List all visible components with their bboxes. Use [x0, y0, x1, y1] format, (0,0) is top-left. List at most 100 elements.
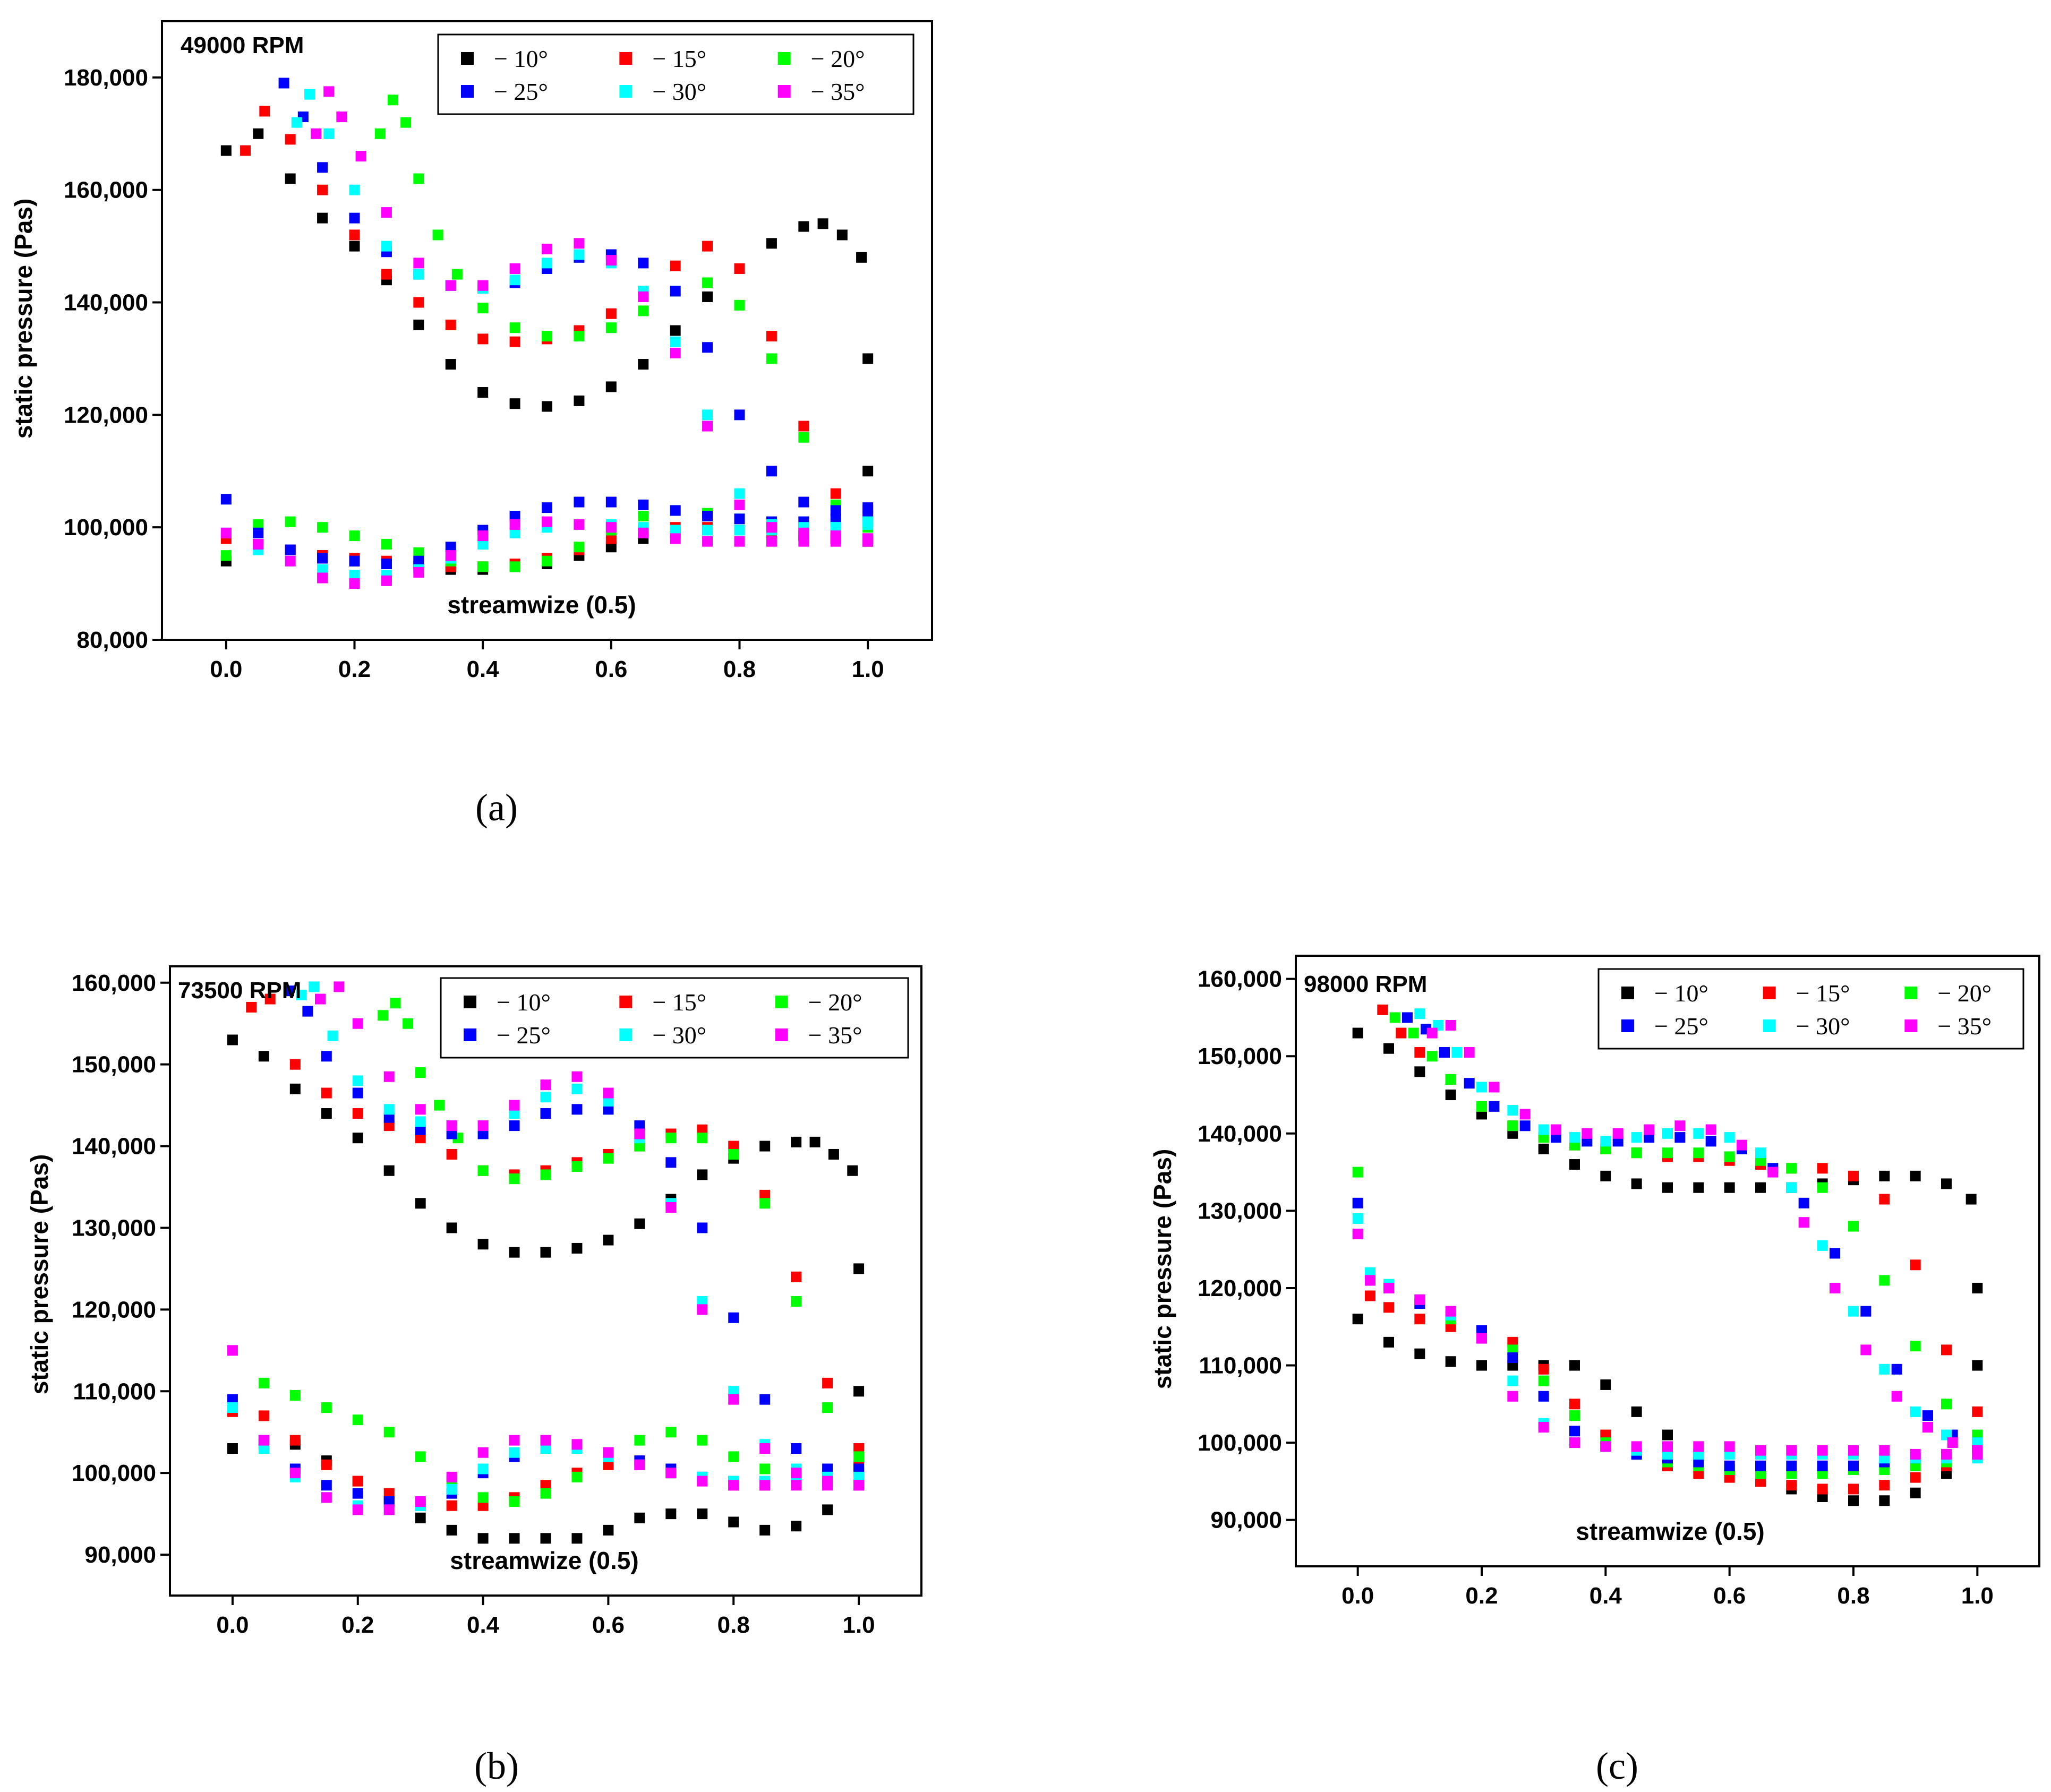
data-point [1352, 1314, 1363, 1325]
data-point [509, 511, 520, 521]
data-point [509, 1435, 520, 1446]
data-point [445, 542, 456, 553]
data-point [670, 347, 681, 358]
data-point [542, 401, 552, 412]
data-point [381, 207, 392, 218]
data-point [1817, 1182, 1828, 1193]
data-point [445, 280, 456, 291]
data-point [352, 1075, 363, 1086]
data-point [798, 536, 809, 547]
data-point [400, 117, 412, 128]
data-point [477, 1500, 489, 1511]
data-point [1519, 1120, 1531, 1131]
data-point [383, 1496, 395, 1507]
y-tick-label: 150,000 [72, 1052, 156, 1078]
data-point [1786, 1182, 1797, 1193]
data-point [605, 533, 617, 544]
data-point [477, 538, 489, 550]
legend-label: − 35° [811, 78, 865, 105]
x-tick-label: 0.8 [1837, 1583, 1869, 1609]
data-point [1693, 1441, 1704, 1452]
data-point [1724, 1182, 1735, 1193]
data-point [798, 221, 809, 232]
data-point [791, 1443, 802, 1454]
data-point [670, 286, 681, 297]
x-tick-label: 1.0 [842, 1612, 875, 1638]
data-point [349, 530, 360, 542]
data-point [317, 572, 328, 584]
data-point [1445, 1074, 1456, 1085]
data-point [853, 1480, 865, 1491]
data-point [822, 1402, 833, 1413]
data-point [415, 1512, 426, 1523]
data-point [1965, 1194, 1977, 1205]
data-point [603, 1087, 614, 1099]
data-point [1817, 1445, 1828, 1456]
data-point [634, 1218, 645, 1229]
data-point [791, 1296, 802, 1307]
legend-label: − 30° [652, 78, 706, 105]
data-point [1352, 1027, 1363, 1039]
data-point [1538, 1364, 1549, 1375]
x-tick-label: 0.0 [210, 656, 242, 682]
legend-marker [464, 996, 476, 1008]
data-point [853, 1443, 865, 1454]
data-point [388, 95, 398, 106]
data-point [1848, 1445, 1859, 1456]
data-point [317, 564, 328, 575]
data-point [415, 1496, 426, 1507]
data-point [665, 1427, 677, 1438]
data-point [728, 1148, 739, 1160]
series-3 [1352, 1012, 1983, 1479]
data-point [246, 1001, 257, 1013]
data-point [853, 1386, 865, 1397]
data-point [1352, 1197, 1363, 1208]
data-point [665, 1133, 677, 1144]
data-point [734, 513, 745, 525]
data-point [446, 1500, 457, 1511]
plot-frame [1295, 955, 2040, 1567]
x-tick-label: 0.2 [341, 1612, 374, 1638]
data-point [665, 1202, 677, 1213]
data-point [603, 1095, 614, 1107]
data-point [304, 89, 315, 100]
data-point [1569, 1159, 1580, 1170]
data-point [540, 1488, 551, 1499]
data-point [321, 1402, 332, 1413]
data-point [381, 559, 392, 570]
data-point [571, 1104, 583, 1115]
legend-label: − 15° [652, 989, 706, 1016]
data-point [321, 1087, 332, 1099]
data-point [791, 1480, 802, 1491]
data-point [403, 1018, 414, 1029]
data-point [477, 280, 489, 291]
data-point [383, 1104, 395, 1115]
data-point [574, 331, 585, 342]
data-point [1879, 1275, 1890, 1286]
data-point [415, 1116, 426, 1127]
data-point [1569, 1360, 1580, 1371]
y-tick-label: 110,000 [73, 1378, 156, 1404]
data-point [862, 536, 874, 547]
legend-label: − 15° [652, 45, 706, 72]
data-point [1631, 1147, 1642, 1159]
data-point [638, 499, 649, 510]
data-point [1507, 1120, 1518, 1131]
legend-marker [619, 1028, 633, 1041]
data-point [383, 1112, 395, 1123]
y-tick-label: 100,000 [1198, 1430, 1282, 1456]
data-point [574, 395, 585, 406]
data-point [734, 299, 745, 311]
legend-marker [464, 1028, 476, 1041]
data-point [446, 1120, 457, 1131]
x-tick-label: 0.2 [338, 656, 371, 682]
data-point [1408, 1027, 1419, 1039]
data-point [634, 1512, 645, 1523]
data-point [734, 263, 745, 274]
data-point [321, 1051, 332, 1062]
legend-marker [775, 996, 788, 1008]
legend-marker [619, 996, 633, 1008]
data-point [1891, 1391, 1902, 1402]
legend-marker [777, 85, 791, 98]
legend-label: − 10° [497, 989, 551, 1016]
